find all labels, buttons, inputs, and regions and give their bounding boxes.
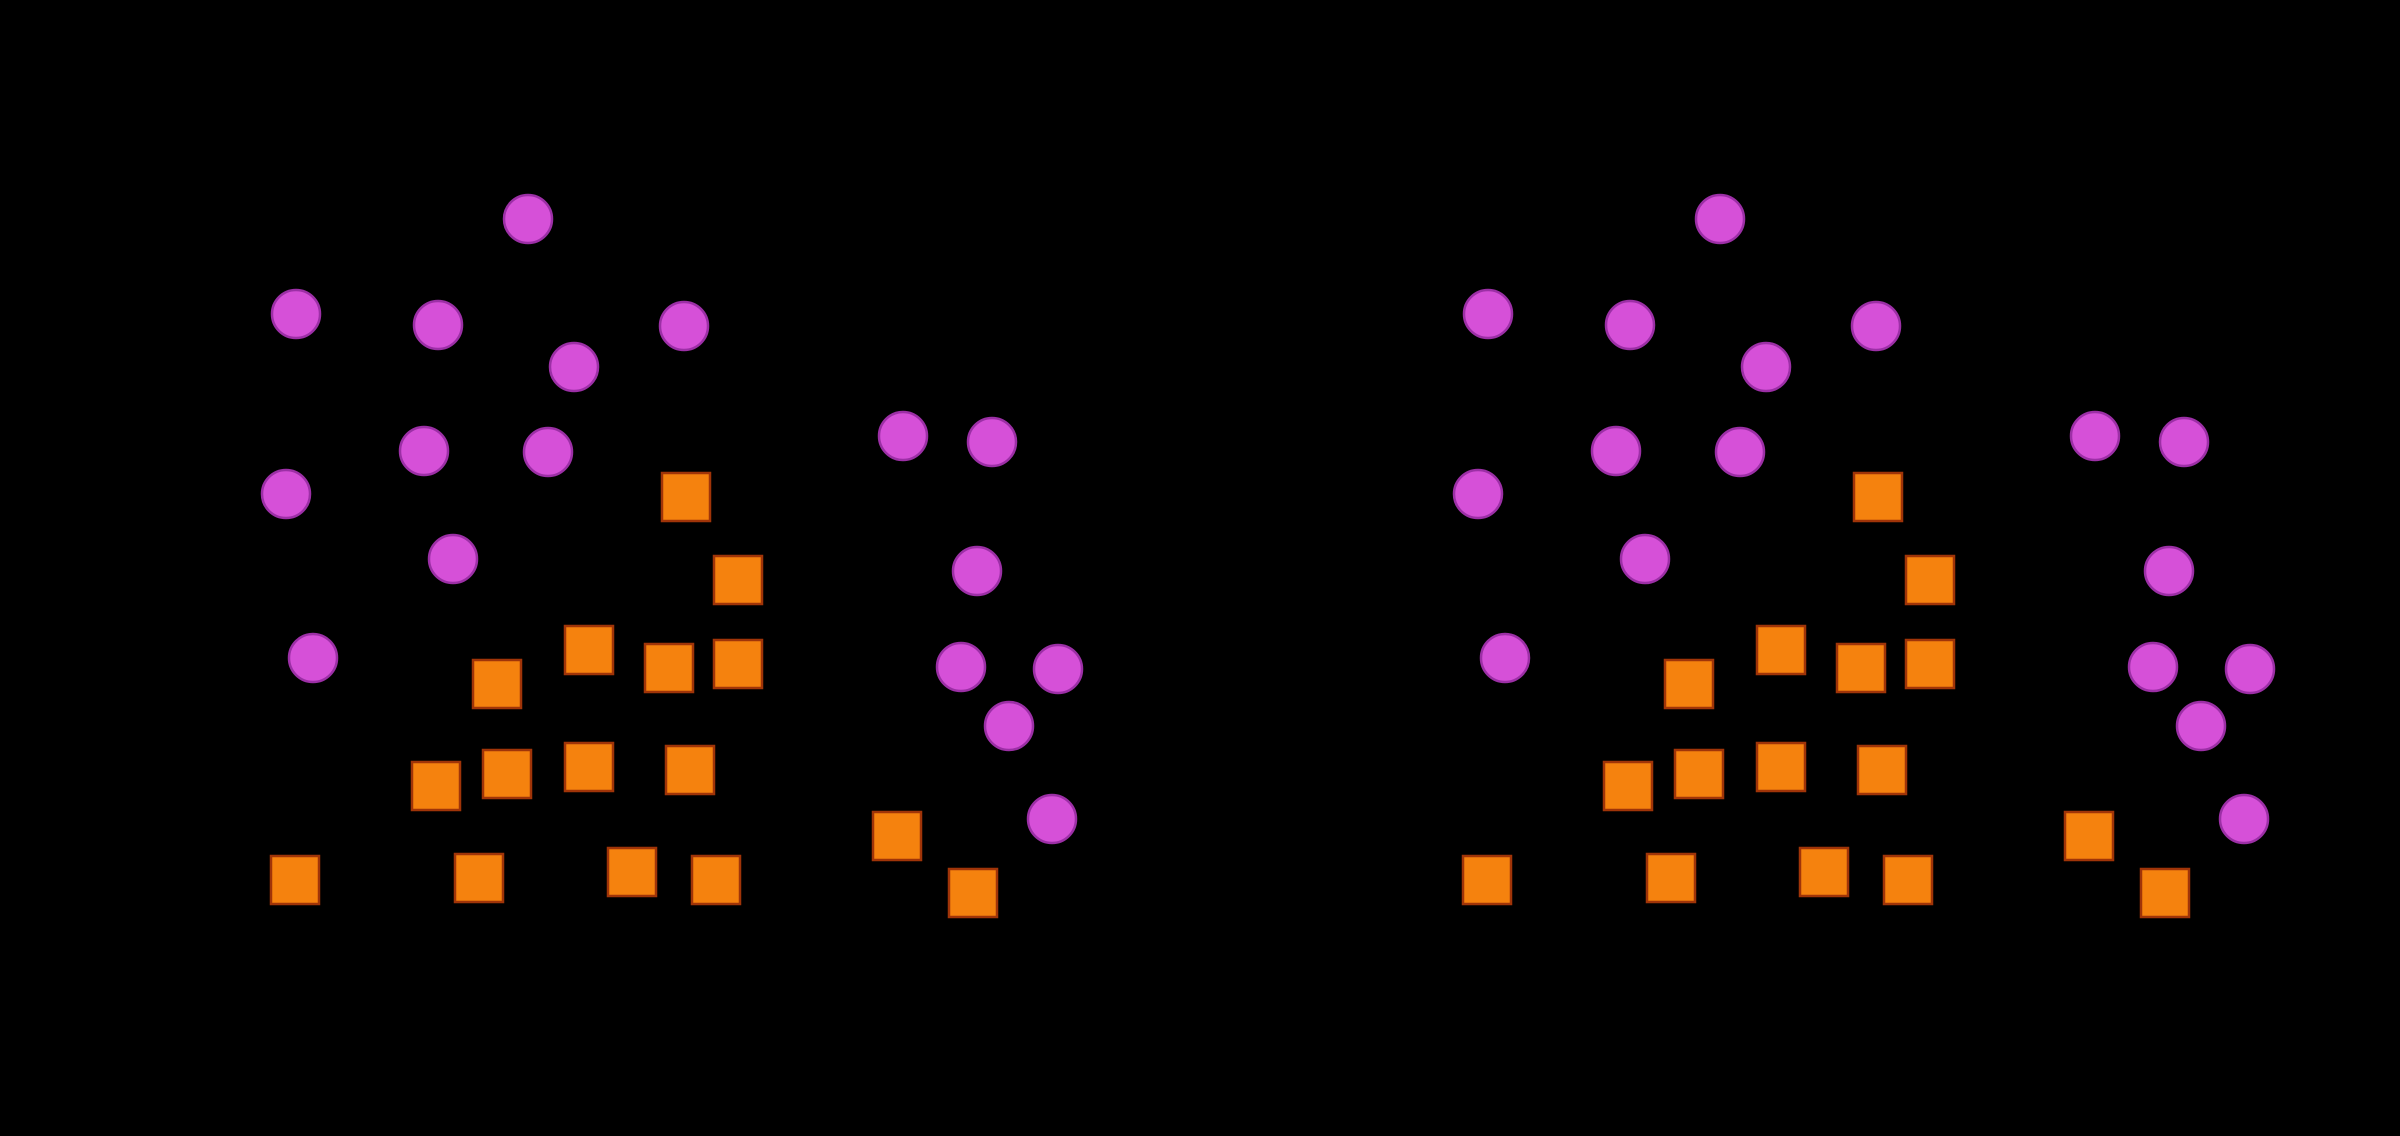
scatter-point-circle xyxy=(1590,425,1642,477)
scatter-point-circle xyxy=(1479,632,1531,684)
scatter-point-circle xyxy=(287,632,339,684)
scatter-point-square xyxy=(690,854,742,906)
scatter-point-square xyxy=(453,852,505,904)
scatter-point-square xyxy=(712,554,764,606)
scatter-point-square xyxy=(563,741,615,793)
scatter-point-circle xyxy=(412,299,464,351)
scatter-point-circle xyxy=(260,468,312,520)
scatter-point-circle xyxy=(2127,641,2179,693)
scatter-point-circle xyxy=(2224,643,2276,695)
scatter-point-square xyxy=(947,867,999,919)
scatter-point-circle xyxy=(877,410,929,462)
scatter-point-circle xyxy=(1032,643,1084,695)
scatter-point-square xyxy=(660,471,712,523)
scatter-point-square xyxy=(2063,810,2115,862)
scatter-point-circle xyxy=(1619,533,1671,585)
scatter-point-square xyxy=(1663,658,1715,710)
scatter-point-circle xyxy=(1452,468,1504,520)
scatter-point-circle xyxy=(2069,410,2121,462)
scatter-point-square xyxy=(1852,471,1904,523)
scatter-point-circle xyxy=(935,641,987,693)
scatter-point-square xyxy=(664,744,716,796)
scatter-point-square xyxy=(1904,554,1956,606)
scatter-point-square xyxy=(1673,748,1725,800)
scatter-point-square xyxy=(871,810,923,862)
scatter-point-circle xyxy=(1026,793,1078,845)
scatter-point-square xyxy=(1835,642,1887,694)
scatter-point-square xyxy=(1856,744,1908,796)
scatter-point-square xyxy=(1882,854,1934,906)
scatter-point-square xyxy=(1755,741,1807,793)
scatter-point-square xyxy=(1798,846,1850,898)
right-scatter-panel xyxy=(1452,193,2276,919)
scatter-point-square xyxy=(1904,638,1956,690)
scatter-point-circle xyxy=(1694,193,1746,245)
scatter-point-square xyxy=(643,642,695,694)
scatter-point-square xyxy=(481,748,533,800)
scatter-point-square xyxy=(1602,760,1654,812)
scatter-point-circle xyxy=(983,700,1035,752)
scatter-point-square xyxy=(269,854,321,906)
scatter-point-circle xyxy=(1462,288,1514,340)
scatter-point-square xyxy=(563,624,615,676)
scatter-point-circle xyxy=(548,341,600,393)
scatter-point-square xyxy=(1461,854,1513,906)
scatter-point-circle xyxy=(1604,299,1656,351)
scatter-point-circle xyxy=(2175,700,2227,752)
scatter-point-circle xyxy=(2143,545,2195,597)
scatter-point-circle xyxy=(522,426,574,478)
scatter-point-circle xyxy=(966,416,1018,468)
scatter-point-square xyxy=(410,760,462,812)
scatter-point-circle xyxy=(502,193,554,245)
scatter-point-square xyxy=(471,658,523,710)
scatter-point-square xyxy=(1755,624,1807,676)
scatter-point-circle xyxy=(1714,426,1766,478)
scatter-point-square xyxy=(606,846,658,898)
scatter-point-circle xyxy=(2158,416,2210,468)
scatter-point-circle xyxy=(398,425,450,477)
scatter-point-circle xyxy=(1850,300,1902,352)
scatter-point-square xyxy=(2139,867,2191,919)
scatter-point-circle xyxy=(1740,341,1792,393)
scatter-point-square xyxy=(1645,852,1697,904)
scatter-point-circle xyxy=(2218,793,2270,845)
scatter-point-circle xyxy=(270,288,322,340)
left-scatter-panel xyxy=(260,193,1084,919)
scatter-point-circle xyxy=(658,300,710,352)
scatter-point-circle xyxy=(427,533,479,585)
scatter-point-circle xyxy=(951,545,1003,597)
scatter-point-square xyxy=(712,638,764,690)
